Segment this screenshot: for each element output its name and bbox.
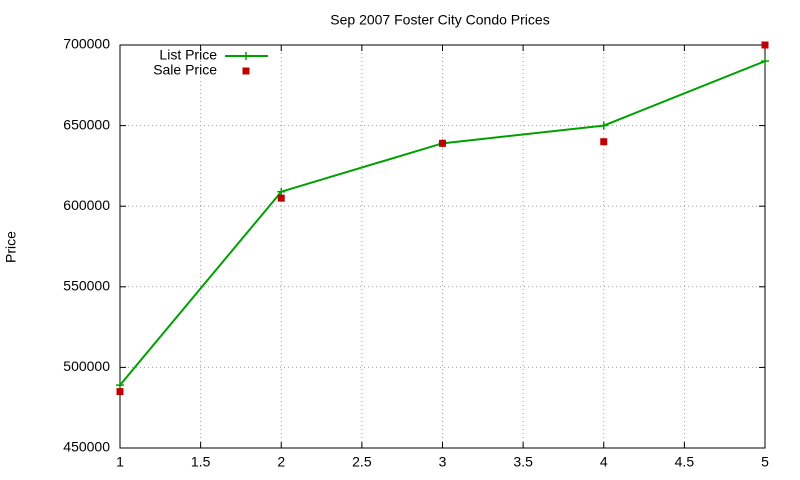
x-tick-label: 1 — [116, 454, 124, 470]
data-point — [600, 138, 608, 146]
data-point — [439, 139, 446, 147]
data-point — [761, 41, 769, 49]
x-tick-label: 2 — [277, 454, 285, 470]
x-tick-label: 4.5 — [675, 454, 695, 470]
x-tick-label: 4 — [600, 454, 608, 470]
y-tick-label: 700000 — [63, 36, 110, 52]
data-point — [116, 388, 124, 396]
x-tick-label: 2.5 — [352, 454, 372, 470]
legend-marker — [242, 67, 250, 75]
data-point — [116, 381, 124, 390]
y-tick-label: 650000 — [63, 116, 110, 132]
x-tick-label: 1.5 — [191, 454, 211, 470]
y-axis-label: Price — [3, 231, 19, 263]
y-tick-label: 550000 — [63, 278, 110, 294]
y-tick-label: 450000 — [63, 439, 110, 455]
y-tick-label: 600000 — [63, 197, 110, 213]
data-point — [277, 194, 285, 202]
x-tick-label: 5 — [761, 454, 769, 470]
x-tick-label: 3 — [439, 454, 447, 470]
chart-title: Sep 2007 Foster City Condo Prices — [330, 12, 549, 28]
data-point — [277, 187, 286, 196]
data-point — [761, 57, 769, 66]
legend-label: List Price — [159, 47, 217, 63]
y-tick-label: 500000 — [63, 358, 110, 374]
plot-border — [119, 44, 766, 449]
x-tick-label: 3.5 — [513, 454, 533, 470]
data-point — [599, 121, 608, 130]
legend-marker — [242, 52, 250, 60]
legend-label: Sale Price — [153, 62, 217, 78]
